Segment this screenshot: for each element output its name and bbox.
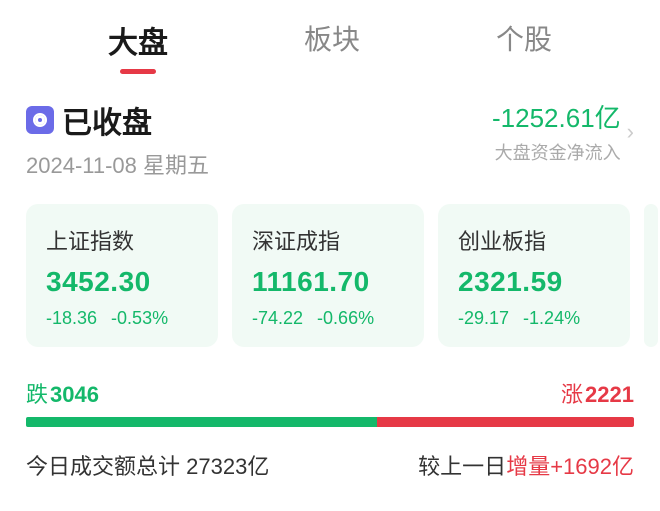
index-card-next[interactable] [644, 204, 658, 347]
chevron-right-icon: › [627, 119, 634, 145]
tab-market[interactable]: 大盘 [108, 18, 168, 76]
netflow-label: 大盘资金净流入 [495, 139, 621, 165]
breadth-row: 跌3046 涨2221 [0, 365, 660, 417]
bar-down [26, 417, 377, 427]
tabs: 大盘 板块 个股 [0, 0, 660, 76]
market-status: 已收盘 [26, 98, 209, 142]
index-cards: 上证指数 3452.30 -18.36 -0.53% 深证成指 11161.70… [0, 186, 660, 365]
tab-sector[interactable]: 板块 [304, 18, 360, 76]
bar-up [377, 417, 634, 427]
index-card-sh[interactable]: 上证指数 3452.30 -18.36 -0.53% [26, 204, 218, 347]
up-count: 2221 [585, 382, 634, 407]
tab-stock[interactable]: 个股 [496, 18, 552, 76]
status-row: 已收盘 2024-11-08 星期五 -1252.61亿 大盘资金净流入 › [0, 76, 660, 186]
volume-row: 今日成交额总计 27323亿 较上一日增量+1692亿 [0, 427, 660, 481]
down-count: 3046 [50, 382, 99, 407]
index-name: 上证指数 [46, 224, 204, 256]
market-status-icon [26, 106, 54, 134]
index-value: 11161.70 [252, 266, 410, 298]
index-card-sz[interactable]: 深证成指 11161.70 -74.22 -0.66% [232, 204, 424, 347]
index-value: 3452.30 [46, 266, 204, 298]
volume-total: 今日成交额总计 27323亿 [26, 449, 269, 481]
index-change: -18.36 -0.53% [46, 308, 204, 329]
breadth-bar [26, 417, 634, 427]
netflow-link[interactable]: -1252.61亿 大盘资金净流入 › [492, 98, 634, 165]
volume-delta: 较上一日增量+1692亿 [418, 449, 634, 481]
index-value: 2321.59 [458, 266, 616, 298]
status-left: 已收盘 2024-11-08 星期五 [26, 98, 209, 180]
index-card-cyb[interactable]: 创业板指 2321.59 -29.17 -1.24% [438, 204, 630, 347]
index-change: -74.22 -0.66% [252, 308, 410, 329]
market-date: 2024-11-08 星期五 [26, 148, 209, 180]
netflow-value: -1252.61亿 [492, 98, 621, 135]
index-name: 深证成指 [252, 224, 410, 256]
index-name: 创业板指 [458, 224, 616, 256]
market-status-text: 已收盘 [62, 98, 152, 142]
breadth-down: 跌3046 [26, 377, 99, 409]
breadth-up: 涨2221 [561, 377, 634, 409]
index-change: -29.17 -1.24% [458, 308, 616, 329]
